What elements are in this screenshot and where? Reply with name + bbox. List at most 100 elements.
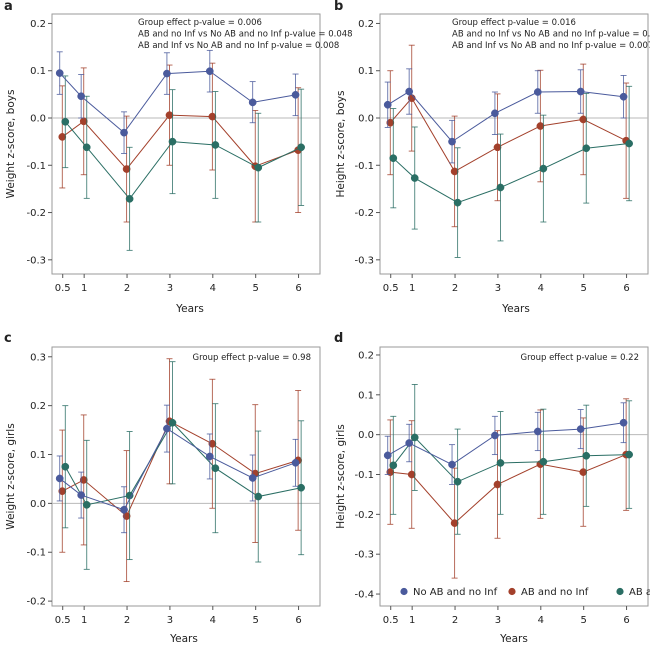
legend-label: AB and Inf <box>629 587 650 598</box>
series-line <box>64 121 302 200</box>
data-point <box>582 144 591 153</box>
series-ab_no_inf <box>386 44 630 228</box>
data-point <box>493 143 502 152</box>
y-tick-label: -0.1 <box>26 548 46 559</box>
data-point <box>122 165 131 173</box>
panel-letter: b <box>334 0 343 14</box>
data-point <box>79 117 88 126</box>
data-point <box>491 109 499 118</box>
data-point <box>448 137 456 146</box>
y-axis-label: Weight z-score, boys <box>5 90 17 199</box>
x-tick-label: 4 <box>210 283 216 294</box>
y-tick-label: 0.2 <box>30 401 46 412</box>
y-tick-label: 0.1 <box>358 66 374 77</box>
p-value-annotation: AB and Inf vs No AB and no Inf p-value =… <box>452 41 650 51</box>
data-point <box>120 505 128 514</box>
data-point <box>493 480 502 489</box>
y-tick-label: -0.1 <box>354 470 374 481</box>
x-tick-label: 4 <box>210 615 216 626</box>
plot-frame <box>379 13 649 275</box>
x-tick-label: 3 <box>167 283 173 294</box>
y-tick-label: 0.3 <box>30 352 46 363</box>
y-tick-label: 0.1 <box>30 66 46 77</box>
legend-marker <box>508 587 516 596</box>
data-point <box>168 418 177 427</box>
data-point <box>254 163 263 172</box>
panel-b: b -0.3 -0.2 -0.1 0.0 0.1 0.2 0.5 1 2 3 4 5 6 Years Heig… <box>334 0 650 315</box>
y-tick-label: -0.1 <box>26 161 46 172</box>
series-no_ab_no_inf <box>383 68 628 164</box>
data-point <box>533 88 542 96</box>
x-tick-label: 2 <box>452 615 458 626</box>
data-point <box>410 174 419 182</box>
data-point <box>248 474 257 482</box>
legend-marker <box>616 587 624 596</box>
data-point <box>625 139 633 148</box>
x-tick-label: 1 <box>409 283 415 294</box>
y-axis-label: Height z-score, girls <box>335 424 347 529</box>
series-line <box>59 70 296 134</box>
x-tick-label: 1 <box>409 615 415 626</box>
y-tick-label: -0.3 <box>354 550 374 561</box>
y-tick-label: 0.0 <box>30 499 46 510</box>
data-point <box>539 457 548 466</box>
y-tick-label: 0.2 <box>358 350 374 361</box>
p-value-annotation: AB and no Inf vs No AB and no Inf p-valu… <box>138 30 353 40</box>
x-tick-label: 4 <box>538 283 544 294</box>
data-point <box>539 164 548 173</box>
x-tick-label: 4 <box>538 615 544 626</box>
series-ab_inf <box>389 85 633 258</box>
data-point <box>619 418 628 427</box>
series-no_ab_no_inf <box>55 49 300 154</box>
y-tick-label: 0.0 <box>30 114 46 125</box>
y-tick-label: 0.0 <box>358 430 374 441</box>
p-value-annotation: AB and Inf vs No AB and no Inf p-value =… <box>138 41 339 51</box>
y-tick-label: -0.2 <box>354 208 374 219</box>
p-value-annotation: Group effect p-value = 0.016 <box>452 18 576 28</box>
series-line <box>392 436 630 483</box>
data-point <box>61 462 70 471</box>
y-tick-label: 0.2 <box>358 19 374 30</box>
data-point <box>82 500 91 509</box>
data-point <box>125 491 134 500</box>
data-point <box>291 458 300 467</box>
data-point <box>448 460 456 469</box>
data-point <box>389 461 398 470</box>
x-tick-label: 5 <box>252 615 258 626</box>
data-point <box>77 491 86 499</box>
x-tick-label: 0.5 <box>55 615 71 626</box>
y-tick-label: 0.0 <box>358 114 374 125</box>
x-tick-label: 1 <box>81 283 87 294</box>
plot-frame <box>51 13 321 275</box>
data-point <box>533 427 542 436</box>
data-point <box>619 92 628 101</box>
y-tick-label: -0.4 <box>354 590 374 601</box>
data-point <box>208 112 217 121</box>
data-point <box>582 451 591 460</box>
y-tick-label: -0.3 <box>26 255 46 266</box>
x-axis-label: Years <box>499 633 528 645</box>
x-tick-label: 0.5 <box>383 283 399 294</box>
x-tick-label: 2 <box>124 283 130 294</box>
data-point <box>405 87 414 96</box>
data-point <box>82 143 91 152</box>
legend-marker <box>400 587 408 596</box>
panel-letter: d <box>334 331 343 346</box>
data-point <box>55 474 64 483</box>
p-value-annotation: Group effect p-value = 0.22 <box>520 353 639 363</box>
series-line <box>392 143 630 204</box>
series-no_ab_no_inf <box>55 404 300 534</box>
x-tick-label: 5 <box>580 615 586 626</box>
series-ab_inf <box>389 384 633 535</box>
y-tick-label: -0.2 <box>26 208 46 219</box>
data-point <box>450 519 459 527</box>
data-point <box>383 100 392 109</box>
x-tick-label: 6 <box>623 283 629 294</box>
x-tick-label: 2 <box>124 615 130 626</box>
x-tick-label: 3 <box>495 283 501 294</box>
data-point <box>211 141 220 149</box>
y-tick-label: 0.1 <box>30 450 46 461</box>
data-point <box>579 468 588 476</box>
data-point <box>125 194 134 203</box>
